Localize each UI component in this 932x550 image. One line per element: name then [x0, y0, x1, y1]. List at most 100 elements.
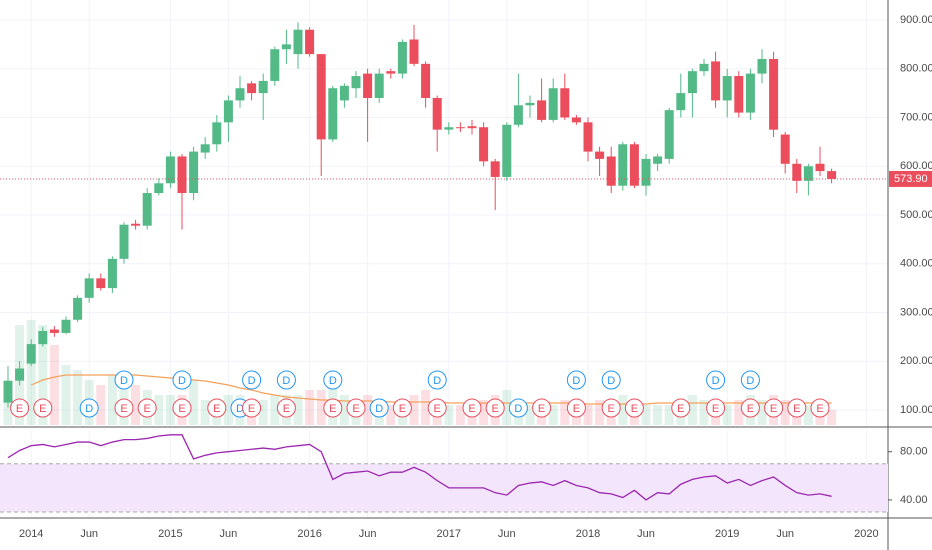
candle-body — [479, 127, 489, 162]
event-marker — [346, 398, 366, 418]
volume-bar — [757, 400, 767, 425]
volume-bar — [73, 370, 83, 425]
volume-bar — [49, 345, 59, 425]
event-label: E — [39, 403, 46, 415]
event-label: E — [631, 403, 638, 415]
candle-body — [792, 163, 802, 181]
event-marker — [242, 370, 262, 390]
volume-bar — [107, 375, 117, 425]
volume-bar — [687, 395, 697, 425]
event-marker — [427, 398, 447, 418]
x-tick-label: Jun — [637, 528, 655, 540]
y-tick-label: 100.00 — [900, 404, 932, 416]
candle-body — [803, 166, 813, 181]
rsi-tick-label: 80.00 — [900, 446, 928, 458]
volume-bar — [618, 395, 628, 425]
candle-body — [653, 156, 663, 164]
event-label: E — [538, 403, 545, 415]
candle-body — [26, 344, 36, 364]
volume-bar — [722, 405, 732, 425]
event-label: E — [492, 403, 499, 415]
candle-body — [687, 71, 697, 94]
event-label: E — [213, 403, 220, 415]
x-tick-label: Jun — [359, 528, 377, 540]
volume-bar — [363, 395, 373, 425]
candle-body — [595, 151, 605, 159]
rsi-band — [0, 463, 888, 512]
volume-bar — [525, 405, 535, 425]
event-label: E — [468, 403, 475, 415]
volume-bar — [583, 405, 593, 425]
event-label: E — [434, 403, 441, 415]
volume-bar — [386, 405, 396, 425]
event-marker — [172, 398, 192, 418]
candle-body — [3, 380, 13, 403]
candle-body — [270, 49, 280, 81]
volume-bar — [502, 390, 512, 425]
candle-body — [548, 88, 558, 120]
event-label: E — [248, 403, 255, 415]
volume-bar — [26, 320, 36, 425]
event-marker — [740, 398, 760, 418]
rsi-tick-label: 40.00 — [900, 494, 928, 506]
volume-bar — [270, 395, 280, 425]
x-tick-label: Jun — [220, 528, 238, 540]
last-price-label: 573.90 — [894, 173, 928, 185]
event-marker — [740, 370, 760, 390]
candle-body — [200, 144, 210, 153]
candle-body — [502, 124, 512, 177]
x-tick-label: 2016 — [297, 528, 321, 540]
event-marker — [33, 398, 53, 418]
candle-body — [49, 329, 59, 333]
event-label: E — [144, 403, 151, 415]
event-label: D — [712, 375, 720, 387]
candle-body — [432, 97, 442, 130]
event-marker — [624, 398, 644, 418]
event-marker — [532, 398, 552, 418]
event-marker — [114, 370, 134, 390]
candle-body — [154, 183, 164, 194]
event-label: D — [607, 375, 615, 387]
event-label: D — [236, 403, 244, 415]
event-label: E — [178, 403, 185, 415]
candle-body — [780, 134, 790, 164]
volume-bar — [421, 390, 431, 425]
candle-body — [676, 93, 686, 111]
y-tick-label: 600.00 — [900, 160, 932, 172]
candle-body — [38, 330, 48, 345]
volume-bar — [827, 410, 837, 425]
event-label: E — [793, 403, 800, 415]
volume-bar — [131, 385, 141, 425]
candle-body — [189, 151, 199, 194]
candle-body — [96, 278, 106, 289]
candle-body — [560, 88, 570, 118]
candle-body — [316, 54, 326, 140]
candle-body — [223, 100, 233, 123]
volume-bar — [258, 400, 268, 425]
candle-body — [421, 63, 431, 98]
candle-body — [815, 163, 825, 172]
volume-bar — [293, 395, 303, 425]
event-label: D — [375, 403, 383, 415]
candle-body — [490, 161, 500, 177]
volume-bar — [154, 395, 164, 425]
volume-bar — [548, 405, 558, 425]
y-tick-label: 200.00 — [900, 355, 932, 367]
event-marker — [706, 370, 726, 390]
volume-bar — [200, 400, 210, 425]
volume-bar — [223, 395, 233, 425]
candle-body — [769, 58, 779, 130]
candle-body — [374, 73, 384, 98]
volume-bar — [61, 365, 71, 425]
event-marker — [566, 398, 586, 418]
candle-body — [84, 278, 94, 298]
event-label: E — [816, 403, 823, 415]
event-marker — [137, 398, 157, 418]
event-marker — [392, 398, 412, 418]
event-marker — [323, 370, 343, 390]
event-marker — [114, 398, 134, 418]
last-price-tag — [889, 170, 932, 187]
event-marker — [706, 398, 726, 418]
event-marker — [79, 398, 99, 418]
volume-bar — [38, 325, 48, 425]
